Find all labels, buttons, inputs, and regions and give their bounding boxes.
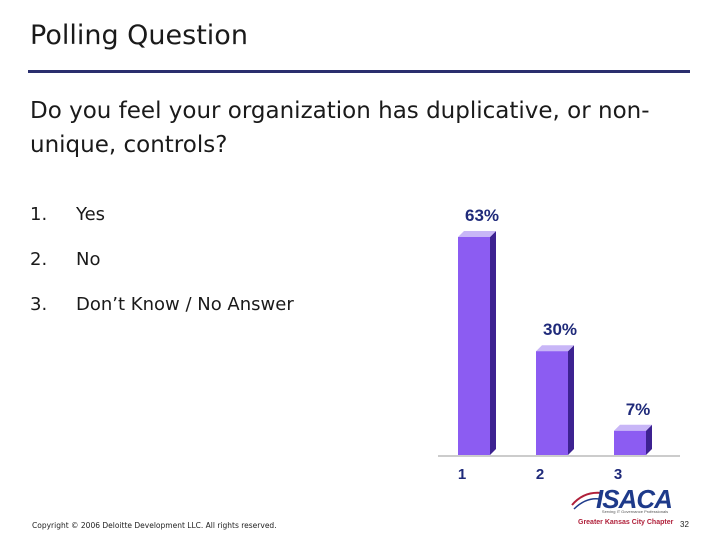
bar-side bbox=[568, 345, 574, 455]
bar-top bbox=[536, 345, 574, 352]
answer-option-2: 2. No bbox=[30, 247, 294, 292]
answer-options: 1. Yes 2. No 3. Don’t Know / No Answer bbox=[30, 202, 294, 337]
answer-option-1: 1. Yes bbox=[30, 202, 294, 247]
logo-wordmark: ISACA bbox=[596, 484, 673, 514]
option-number: 1. bbox=[30, 204, 48, 225]
poll-question: Do you feel your organization has duplic… bbox=[30, 98, 650, 158]
data-label: 30% bbox=[543, 320, 577, 339]
page-number: 32 bbox=[680, 520, 689, 529]
data-label: 7% bbox=[626, 400, 651, 419]
option-number: 3. bbox=[30, 294, 48, 315]
x-tick-label: 2 bbox=[536, 466, 544, 483]
logo-tagline: Serving IT Governance Professionals bbox=[601, 509, 669, 514]
x-tick-label: 1 bbox=[458, 466, 466, 483]
bar bbox=[536, 351, 568, 455]
copyright-notice: Copyright © 2006 Deloitte Development LL… bbox=[32, 521, 277, 530]
bar-side bbox=[646, 424, 652, 455]
logo-chapter: Greater Kansas City Chapter bbox=[578, 519, 674, 526]
slide-title: Polling Question bbox=[30, 20, 248, 51]
swoosh-icon bbox=[571, 491, 603, 510]
bar-chart: 63% 1 30% 2 7% 3 bbox=[438, 206, 680, 483]
bar bbox=[614, 430, 646, 455]
results-chart: 63% 1 30% 2 7% 3 bbox=[420, 190, 680, 490]
bar-side bbox=[490, 231, 496, 455]
bar-top bbox=[458, 231, 496, 237]
data-label: 63% bbox=[465, 206, 499, 225]
x-tick-label: 3 bbox=[614, 466, 622, 483]
option-label: No bbox=[76, 249, 101, 270]
title-divider bbox=[28, 70, 690, 73]
option-label: Yes bbox=[76, 204, 106, 225]
bar-top bbox=[614, 424, 652, 431]
isaca-logo: ISACA Serving IT Governance Professional… bbox=[566, 484, 674, 530]
bar bbox=[458, 237, 490, 455]
answer-option-3: 3. Don’t Know / No Answer bbox=[30, 292, 294, 337]
option-label: Don’t Know / No Answer bbox=[76, 294, 294, 315]
x-axis-line bbox=[438, 455, 680, 457]
option-number: 2. bbox=[30, 249, 48, 270]
